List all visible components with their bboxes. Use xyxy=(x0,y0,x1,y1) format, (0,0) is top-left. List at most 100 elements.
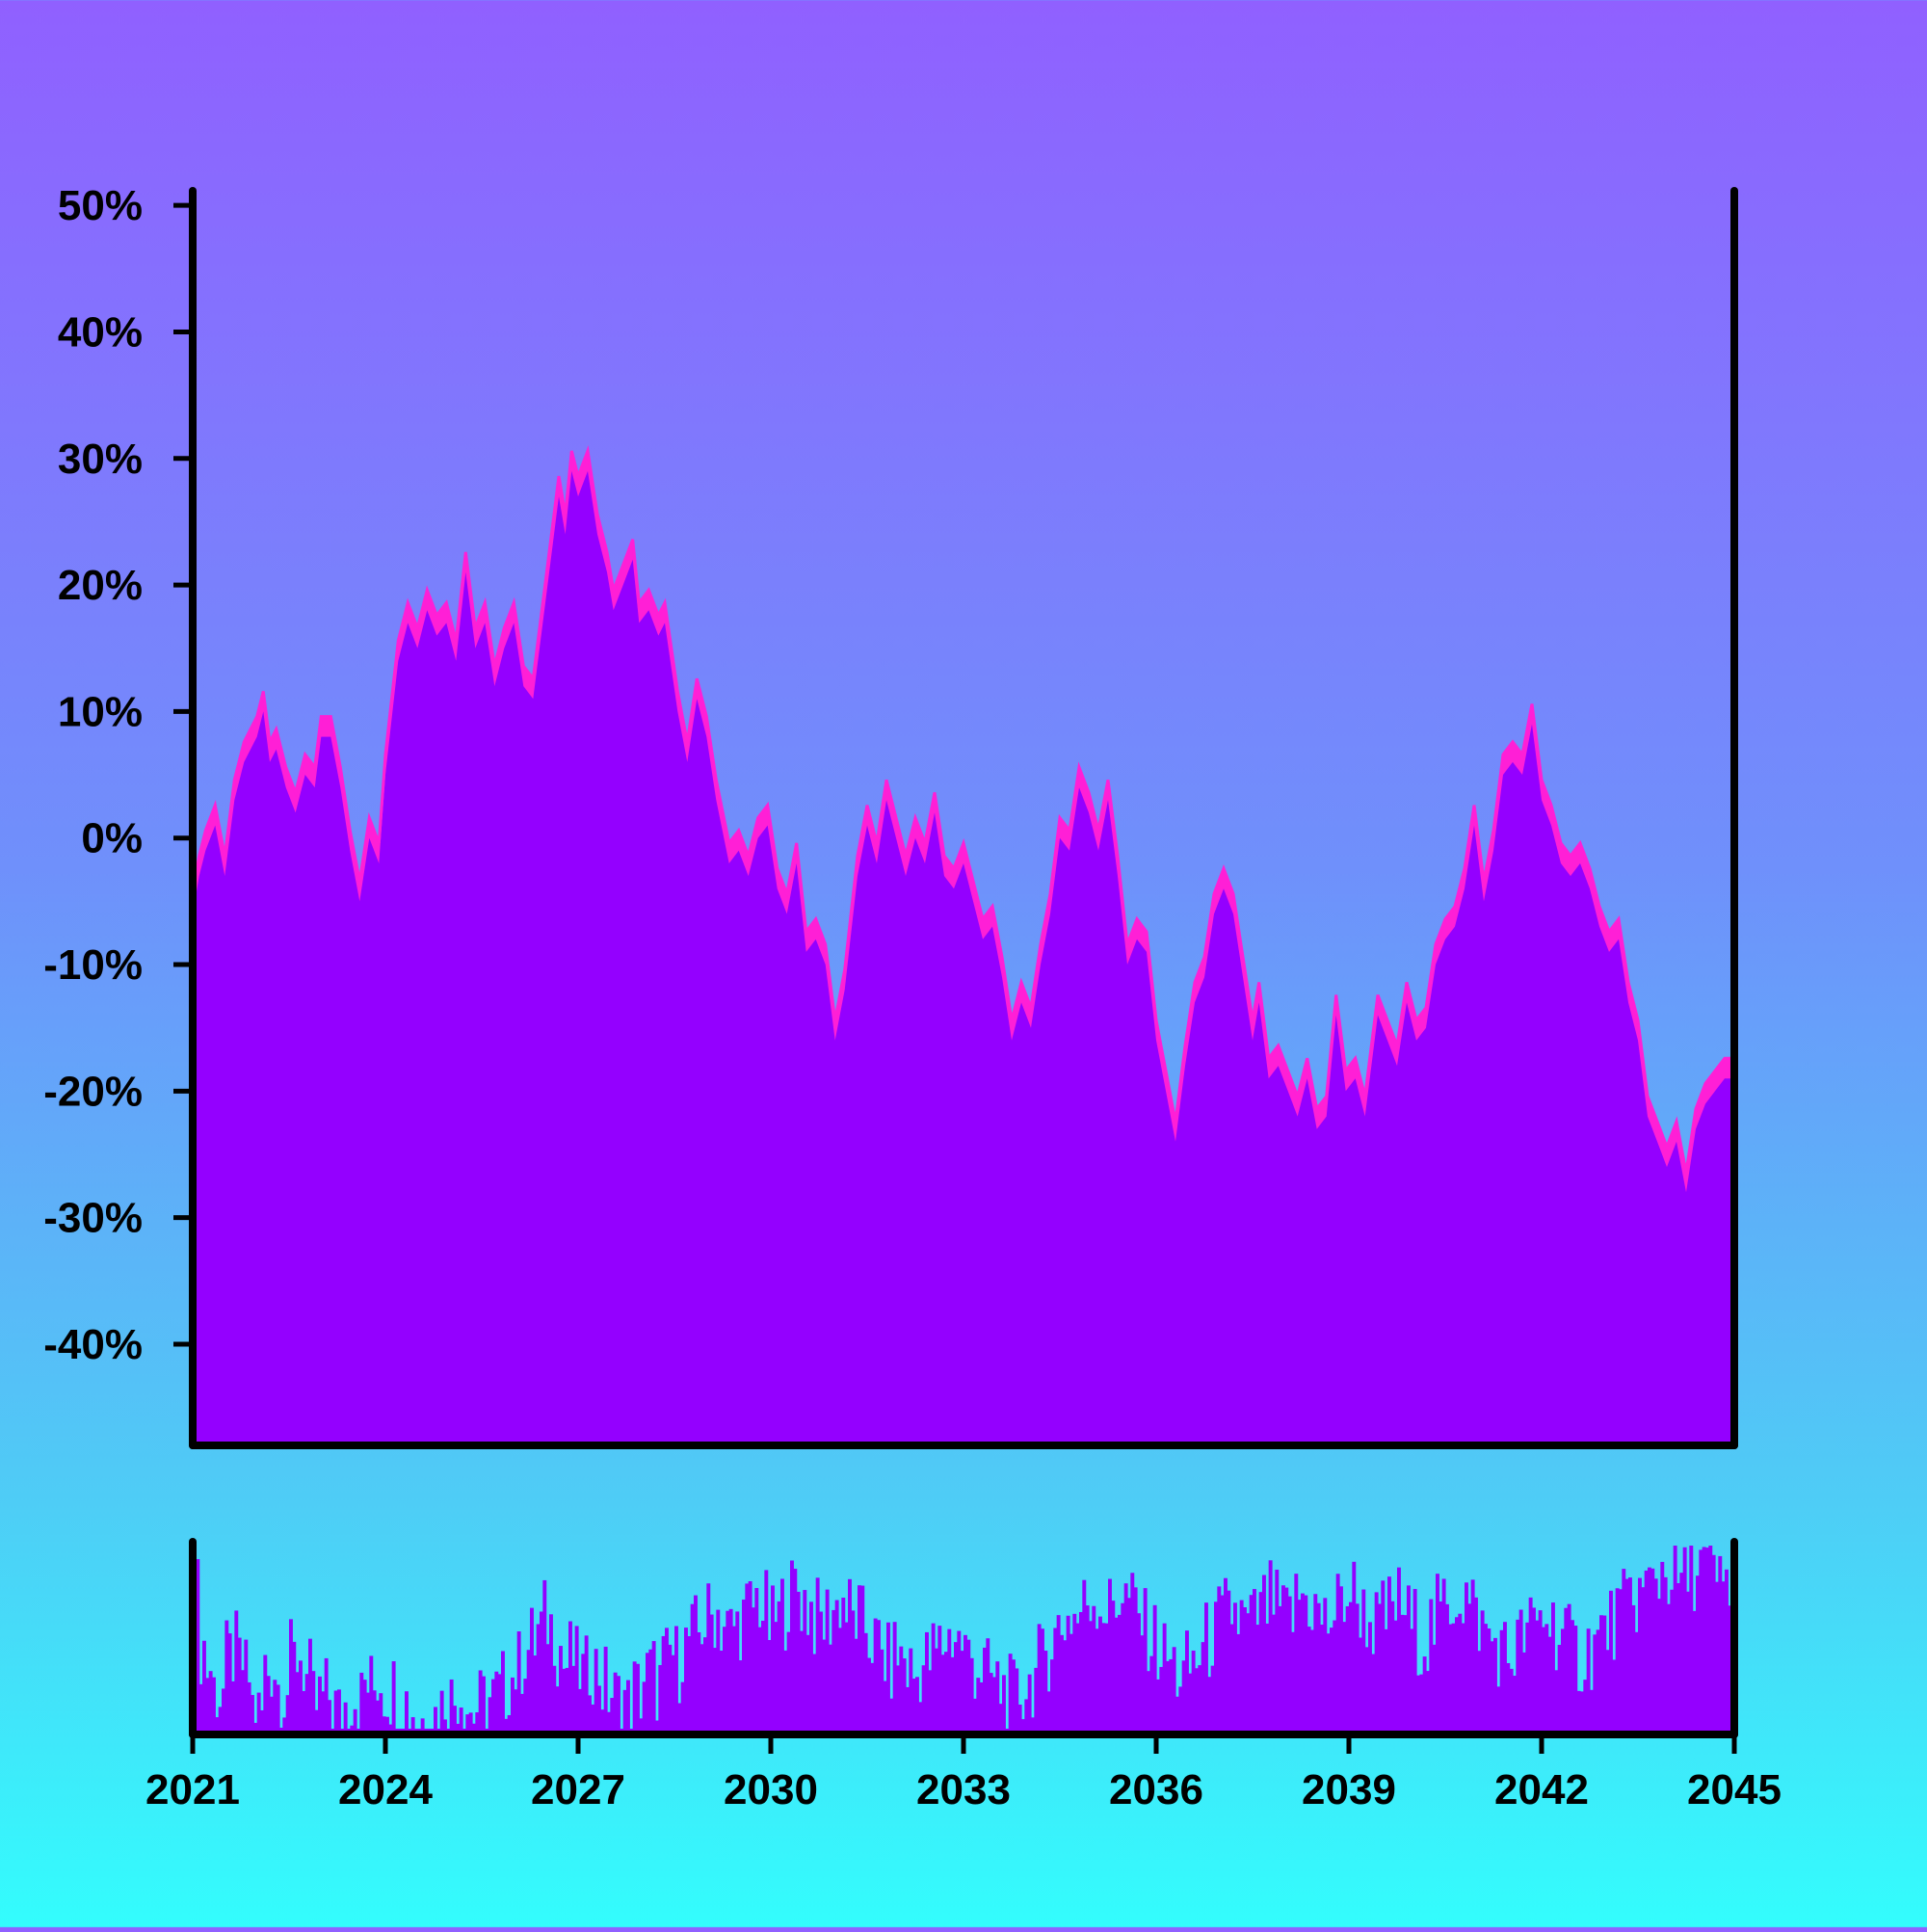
volume-bar xyxy=(1053,1628,1058,1734)
volume-bar xyxy=(796,1591,801,1734)
volume-bar xyxy=(1467,1603,1472,1734)
volume-bar xyxy=(1622,1569,1626,1734)
volume-bar xyxy=(1619,1589,1623,1734)
volume-bar xyxy=(1493,1637,1497,1734)
volume-bar xyxy=(1281,1585,1285,1734)
volume-bar xyxy=(928,1670,933,1734)
volume-bar xyxy=(1034,1667,1039,1734)
volume-bar xyxy=(674,1626,678,1734)
volume-bar xyxy=(1416,1675,1420,1734)
volume-bar xyxy=(812,1654,817,1734)
x-tick-label: 2021 xyxy=(145,1766,240,1813)
volume-bar xyxy=(1111,1601,1116,1734)
axes-layer: 50% 40% 30% 20% 10% 0% -10% -20% -30% -40% 2021 202… xyxy=(43,182,1782,1813)
volume-bar xyxy=(925,1631,929,1734)
volume-bar xyxy=(231,1681,235,1734)
volume-bar xyxy=(241,1670,245,1734)
volume-bar xyxy=(318,1676,322,1734)
volume-bar xyxy=(215,1717,220,1734)
volume-bar xyxy=(680,1681,685,1734)
volume-bar xyxy=(1522,1652,1526,1734)
volume-bar xyxy=(1253,1589,1256,1734)
volume-bar xyxy=(1542,1627,1545,1734)
volume-bar xyxy=(1393,1620,1398,1734)
volume-bar xyxy=(578,1688,582,1734)
volume-bar xyxy=(511,1677,515,1734)
volume-bar xyxy=(333,1690,338,1734)
volume-bar xyxy=(642,1681,647,1734)
volume-bar xyxy=(536,1624,541,1734)
volume-bar xyxy=(735,1611,740,1734)
volume-bar xyxy=(472,1723,476,1734)
volume-bar xyxy=(1573,1626,1578,1734)
volume-bar xyxy=(1458,1613,1463,1734)
volume-bar xyxy=(1615,1588,1620,1734)
volume-bar xyxy=(960,1651,964,1734)
volume-bar xyxy=(648,1649,653,1734)
volume-bar xyxy=(1384,1628,1388,1734)
volume-bar xyxy=(1470,1579,1475,1734)
volume-bar xyxy=(1046,1691,1051,1734)
volume-bar xyxy=(1037,1624,1042,1734)
volume-bar xyxy=(1233,1602,1237,1734)
volume-bar xyxy=(497,1674,502,1734)
volume-bar xyxy=(607,1711,611,1734)
volume-bar xyxy=(256,1692,261,1734)
volume-bar xyxy=(858,1585,861,1734)
volume-bar xyxy=(1525,1622,1530,1734)
volume-bar xyxy=(366,1692,370,1734)
volume-bar xyxy=(1130,1573,1135,1734)
volume-bar xyxy=(883,1681,887,1734)
volume-bar xyxy=(1371,1654,1376,1734)
volume-bar xyxy=(571,1665,576,1734)
volume-bar xyxy=(501,1651,505,1734)
volume-bar xyxy=(1628,1577,1632,1734)
volume-bar xyxy=(1063,1640,1068,1734)
main-panel xyxy=(191,445,1734,1445)
volume-bar xyxy=(379,1693,383,1734)
volume-bar xyxy=(1301,1593,1305,1734)
volume-bar xyxy=(1294,1574,1299,1734)
volume-bar xyxy=(507,1714,512,1734)
volume-bar xyxy=(1224,1577,1227,1734)
volume-bar xyxy=(302,1690,306,1734)
volume-bar xyxy=(1060,1634,1064,1734)
volume-bar xyxy=(1728,1605,1732,1734)
volume-bar xyxy=(690,1603,695,1734)
volume-bar xyxy=(328,1700,331,1734)
volume-bar xyxy=(1137,1613,1141,1734)
volume-bar xyxy=(1551,1602,1555,1734)
volume-bar xyxy=(1705,1548,1709,1734)
volume-bar xyxy=(540,1611,543,1734)
volume-bar xyxy=(1133,1587,1138,1734)
volume-bar xyxy=(911,1679,916,1734)
volume-bar xyxy=(764,1570,769,1734)
volume-bar xyxy=(1484,1624,1488,1734)
volume-bar xyxy=(1152,1604,1157,1734)
volume-bar xyxy=(516,1631,521,1734)
volume-bar xyxy=(588,1695,592,1734)
volume-bar xyxy=(954,1642,958,1734)
volume-bar xyxy=(314,1709,319,1734)
volume-bar xyxy=(459,1707,463,1734)
volume-bar xyxy=(1448,1624,1453,1734)
volume-bar xyxy=(311,1671,316,1734)
volume-bar xyxy=(523,1679,528,1734)
volume-bar xyxy=(1335,1574,1340,1734)
volume-bar xyxy=(362,1680,367,1734)
volume-bar xyxy=(1159,1666,1164,1734)
volume-bar xyxy=(1538,1610,1543,1734)
volume-bar xyxy=(1650,1568,1655,1734)
volume-bar xyxy=(1718,1555,1723,1734)
volume-bar xyxy=(661,1635,666,1734)
volume-bar xyxy=(1085,1605,1090,1734)
volume-bar xyxy=(703,1637,707,1734)
volume-bar xyxy=(829,1644,832,1734)
volume-bar xyxy=(697,1631,701,1734)
series-line xyxy=(191,445,1734,1173)
volume-bar xyxy=(1561,1628,1565,1734)
volume-bar xyxy=(1699,1549,1703,1734)
x-tick-label: 2036 xyxy=(1109,1766,1203,1813)
volume-bar xyxy=(533,1655,538,1734)
